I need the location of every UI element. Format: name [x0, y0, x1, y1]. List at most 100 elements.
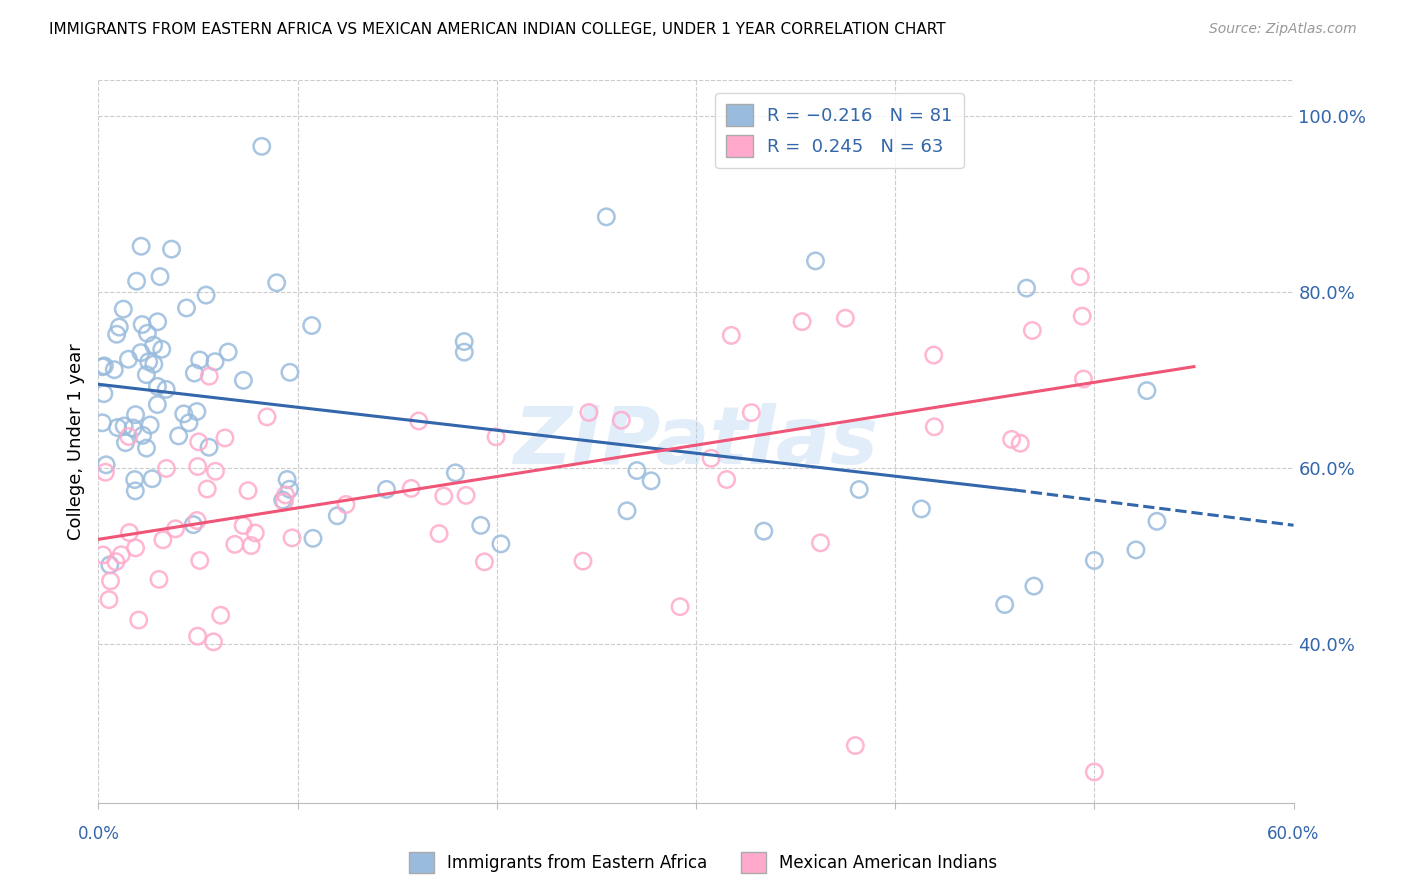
Point: [250, 139, 273, 153]
Point: [217, 345, 239, 359]
Point: [740, 406, 762, 420]
Point: [186, 404, 208, 418]
Point: [640, 474, 662, 488]
Point: [810, 536, 832, 550]
Point: [408, 414, 430, 428]
Point: [1000, 433, 1022, 447]
Point: [232, 373, 254, 387]
Point: [195, 482, 218, 496]
Point: [474, 555, 496, 569]
Point: [146, 397, 169, 411]
Point: [204, 464, 226, 478]
Point: [118, 525, 141, 540]
Text: IMMIGRANTS FROM EASTERN AFRICA VS MEXICAN AMERICAN INDIAN COLLEGE, UNDER 1 YEAR : IMMIGRANTS FROM EASTERN AFRICA VS MEXICA…: [49, 22, 946, 37]
Point: [375, 483, 398, 497]
Point: [281, 531, 304, 545]
Point: [176, 301, 198, 315]
Point: [142, 338, 165, 352]
Point: [485, 430, 508, 444]
Point: [444, 466, 467, 480]
Point: [489, 537, 512, 551]
Point: [209, 608, 232, 623]
Point: [107, 420, 129, 434]
Point: [98, 592, 121, 607]
Point: [276, 473, 298, 487]
Point: [167, 429, 190, 443]
Point: [198, 369, 221, 384]
Point: [271, 493, 294, 508]
Point: [155, 383, 177, 397]
Point: [470, 518, 492, 533]
Point: [326, 508, 349, 523]
Point: [94, 465, 117, 479]
Point: [94, 458, 117, 472]
Point: [716, 473, 738, 487]
Point: [112, 419, 135, 434]
Point: [302, 532, 325, 546]
Point: [1010, 436, 1032, 450]
Point: [433, 489, 456, 503]
Point: [256, 409, 278, 424]
Point: [104, 555, 127, 569]
Point: [91, 548, 114, 562]
Point: [149, 269, 172, 284]
Point: [128, 613, 150, 627]
Point: [146, 379, 169, 393]
Point: [187, 459, 209, 474]
Point: [146, 315, 169, 329]
Point: [195, 288, 218, 302]
Point: [834, 311, 856, 326]
Text: Source: ZipAtlas.com: Source: ZipAtlas.com: [1209, 22, 1357, 37]
Point: [700, 451, 723, 466]
Point: [132, 428, 155, 442]
Point: [224, 537, 246, 551]
Point: [136, 326, 159, 341]
Point: [572, 554, 595, 568]
Point: [148, 573, 170, 587]
Point: [266, 276, 288, 290]
Point: [165, 522, 187, 536]
Point: [122, 421, 145, 435]
Point: [616, 504, 638, 518]
Point: [129, 239, 152, 253]
Point: [160, 242, 183, 256]
Point: [240, 539, 263, 553]
Point: [103, 362, 125, 376]
Point: [1146, 514, 1168, 528]
Point: [720, 328, 742, 343]
Text: 0.0%: 0.0%: [77, 825, 120, 843]
Point: [125, 274, 148, 288]
Point: [214, 431, 236, 445]
Point: [100, 574, 122, 588]
Point: [578, 405, 600, 419]
Point: [848, 483, 870, 497]
Point: [922, 348, 945, 362]
Point: [187, 434, 209, 449]
Point: [93, 386, 115, 401]
Point: [124, 541, 146, 555]
Point: [669, 599, 692, 614]
Point: [994, 598, 1017, 612]
Point: [273, 495, 295, 509]
Point: [187, 629, 209, 643]
Point: [274, 488, 297, 502]
Point: [112, 302, 135, 317]
Point: [1015, 281, 1038, 295]
Point: [1073, 372, 1095, 386]
Point: [924, 419, 946, 434]
Point: [236, 483, 259, 498]
Point: [188, 553, 211, 567]
Point: [124, 483, 146, 498]
Point: [150, 343, 173, 357]
Text: ZIPatlas: ZIPatlas: [513, 402, 879, 481]
Y-axis label: College, Under 1 year: College, Under 1 year: [66, 343, 84, 540]
Point: [129, 345, 152, 359]
Point: [278, 365, 301, 379]
Point: [139, 417, 162, 432]
Point: [610, 413, 633, 427]
Point: [790, 315, 813, 329]
Point: [453, 334, 475, 349]
Point: [1136, 384, 1159, 398]
Point: [183, 366, 205, 380]
Point: [108, 320, 131, 334]
